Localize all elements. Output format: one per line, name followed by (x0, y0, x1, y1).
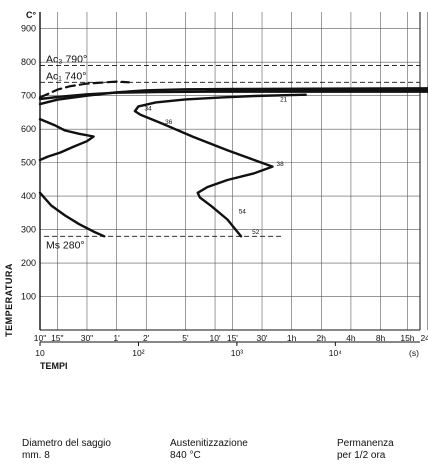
chart-labels: 21 34 36 38 54 52 (145, 97, 288, 236)
austenitizing-value: 840 °C (170, 450, 201, 461)
y-tick-label: 200 (21, 258, 36, 268)
x-time-tick-label: 15h (400, 333, 414, 343)
x-time-tick-label: 30" (81, 333, 93, 343)
y-tick-label: 800 (21, 57, 36, 67)
x-decade-tick-label: 10² (132, 348, 144, 358)
x-unit-label: (s) (409, 348, 419, 358)
grid-lines (39, 12, 428, 330)
x-decade-tick-label: 10⁴ (329, 348, 342, 358)
x-time-tick-label: 30' (256, 333, 267, 343)
curve-transformation-start (38, 87, 428, 106)
diameter-value: mm. 8 (22, 450, 50, 461)
reference-lines: Ac₃ 790° Ac₁ 740° Ms 280° (40, 54, 420, 251)
hardness-label: 21 (280, 97, 288, 104)
x-time-tick-label: 10" (34, 333, 46, 343)
y-tick-label: 500 (21, 158, 36, 168)
y-tick-label: 600 (21, 124, 36, 134)
x-time-tick-label: 5' (182, 333, 189, 343)
y-axis-title: TEMPERATURA (4, 263, 14, 337)
x-axis-title: TEMPI (40, 361, 68, 371)
hardness-label: 38 (277, 161, 285, 168)
test-conditions: Diametro del saggio mm. 8 Austenitizzazi… (0, 438, 428, 470)
curve-transformation-end (38, 90, 428, 101)
x-time-tick-label: 24h (420, 333, 428, 343)
reference-label: Ms 280° (46, 239, 85, 251)
y-tick-label: 900 (21, 24, 36, 34)
x-time-tick-label: 15' (227, 333, 238, 343)
holding-value: per 1/2 ora (337, 450, 386, 461)
curve-main-c-curve (133, 93, 307, 238)
hardness-label: 54 (239, 209, 247, 216)
axes: 100 200 300 400 500 600 700 800 900 C° TEMPERATURA… (4, 10, 428, 371)
x-time-tick-label: 8h (376, 333, 386, 343)
x-time-tick-label: 1h (287, 333, 297, 343)
x-time-tick-label: 2' (143, 333, 150, 343)
curve-bainite-nose-left (38, 117, 95, 162)
austenitizing-label: Austenitizzazione (170, 438, 248, 449)
curve-bainite-bottom-left (38, 191, 106, 238)
x-time-tick-label: 4h (346, 333, 356, 343)
curve-transformation-end-upper (206, 88, 428, 92)
cct-chart: Ac₃ 790° Ac₁ 740° Ms 280° 100 200 300 400 500 6… (4, 10, 428, 371)
y-tick-label: 700 (21, 91, 36, 101)
x-decade-tick-label: 10³ (231, 348, 243, 358)
y-tick-label: 400 (21, 191, 36, 201)
specimen-diameter: Diametro del saggio mm. 8 (22, 438, 111, 462)
holding-label: Permanenza (337, 438, 394, 449)
y-unit-label: C° (26, 10, 36, 20)
hardness-label: 52 (252, 229, 260, 236)
x-decade-tick-label: 10 (35, 348, 45, 358)
reference-label: Ac₁ 740° (46, 70, 86, 82)
x-time-tick-label: 2h (317, 333, 327, 343)
diameter-label: Diametro del saggio (22, 438, 111, 449)
x-time-tick-label: 1' (113, 333, 120, 343)
curve-ferrite-start-dashed (38, 80, 130, 99)
transformation-curves (38, 80, 428, 238)
y-tick-label: 300 (21, 225, 36, 235)
y-tick-label: 100 (21, 292, 36, 302)
hardness-label: 36 (165, 119, 173, 126)
holding-time: Permanenza per 1/2 ora (337, 438, 394, 462)
austenitizing: Austenitizzazione 840 °C (170, 438, 248, 462)
reference-label: Ac₃ 790° (46, 54, 87, 66)
x-time-tick-label: 10' (210, 333, 221, 343)
hardness-label: 34 (145, 106, 153, 113)
x-time-tick-label: 15" (51, 333, 63, 343)
